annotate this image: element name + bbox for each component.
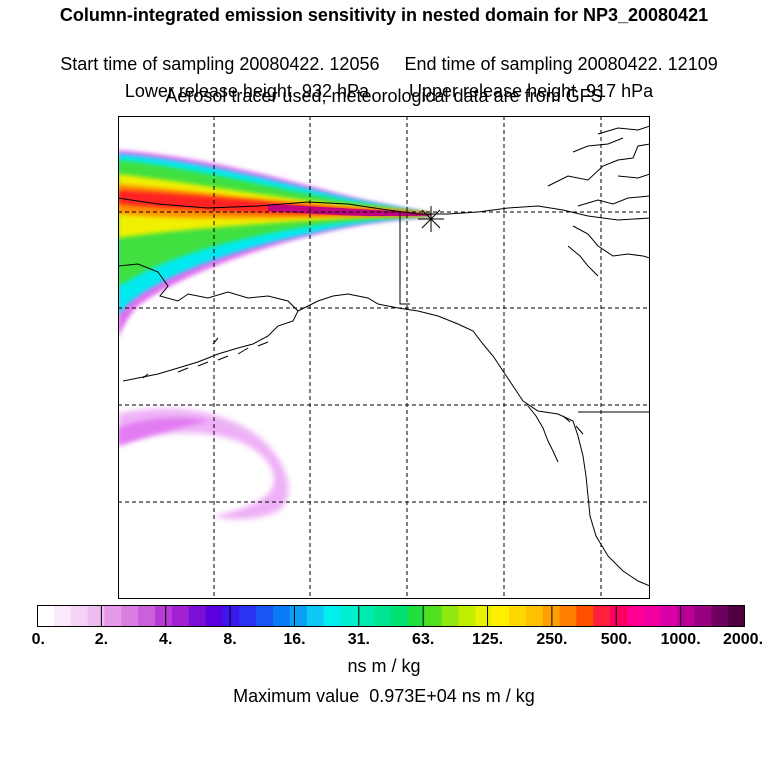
political-borders: [399, 212, 650, 413]
colorbar-cell: [407, 605, 426, 627]
colorbar-tick-label: 31.: [347, 631, 370, 648]
receptor-star-icon: [418, 206, 444, 232]
colorbar-cell: [239, 605, 257, 627]
colorbar-tick-label: 1000.: [660, 631, 701, 648]
colorbar-tick-label: 4.: [159, 631, 173, 648]
colorbar-cell: [711, 605, 729, 627]
colorbar-cell: [306, 605, 325, 627]
colorbar-cell: [188, 605, 207, 627]
colorbar-tick-label: 250.: [536, 631, 568, 648]
grid-lines: [118, 116, 650, 599]
sensitivity-map: [118, 116, 650, 599]
colorbar-tick-label: 2.: [94, 631, 109, 648]
coastline-hudson-bay: [567, 225, 650, 277]
colorbar-tick-label: 8.: [223, 631, 237, 648]
colorbar-cell: [340, 605, 358, 627]
colorbar-tick-label: 125.: [471, 631, 504, 648]
coastline-arctic-islands: [547, 125, 650, 207]
plume-core: [268, 204, 431, 216]
colorbar-cell: [87, 605, 106, 627]
colorbar-cell: [576, 605, 594, 627]
colorbar-cell: [660, 605, 679, 627]
colorbar-cell: [273, 605, 291, 627]
colorbar-cell: [509, 605, 527, 627]
colorbar-tick-labels: 0. 2. 4. 8. 16. 31. 63. 125. 250. 500. 1000. 2000.: [0, 631, 768, 653]
coastline-west-alaska: [118, 263, 299, 382]
colorbar-units-label: ns m / kg: [347, 656, 421, 676]
colorbar-cell: [677, 605, 696, 627]
colorbar-cell: [374, 605, 392, 627]
coastlines: [118, 125, 650, 587]
colorbar-cell: [155, 605, 173, 627]
start-time-label: Start time of sampling 20080422. 12056: [60, 54, 380, 74]
colorbar-cell: [70, 605, 89, 627]
colorbar-cell: [728, 605, 745, 627]
colorbar-cell: [643, 605, 662, 627]
colorbar-cell: [391, 605, 409, 627]
colorbar-cell: [289, 605, 308, 627]
lower-release-label: Lower release height 932 hPa: [124, 81, 369, 101]
colorbar-cell: [458, 605, 476, 627]
coastline-gulf-alaska: [297, 293, 650, 587]
plume-south-core: [118, 417, 208, 446]
colorbar-frame: [37, 605, 745, 627]
coastline-north-slope: [118, 197, 650, 221]
coastline-bc-islands: [527, 405, 584, 463]
colorbar-tick-label: 500.: [600, 631, 632, 648]
tracer-info-label: Aerosol tracer used, meteorological data…: [165, 86, 603, 106]
plume-south: [118, 408, 289, 520]
upper-release-label: Upper release height 917 hPa: [409, 81, 654, 101]
release-height-line: Lower release height 932 hPa Upper relea…: [0, 60, 768, 102]
colorbar-cell: [171, 605, 190, 627]
colorbar-cell: [205, 605, 224, 627]
emission-plume: [118, 150, 431, 520]
colorbar-cell: [559, 605, 578, 627]
colorbar-tick-label: 63.: [412, 631, 435, 648]
colorbar-tick-label: 16.: [283, 631, 306, 648]
colorbar-cell: [256, 605, 274, 627]
colorbar-cell: [357, 605, 375, 627]
colorbar-cell: [323, 605, 342, 627]
sampling-time-line: Start time of sampling 20080422. 12056 E…: [0, 33, 768, 75]
colorbar-cell: [593, 605, 611, 627]
colorbar-cell: [424, 605, 443, 627]
colorbar-cell: [121, 605, 139, 627]
colorbar-cells: [37, 605, 745, 627]
colorbar-cell: [37, 605, 55, 627]
colorbar-cell: [694, 605, 712, 627]
colorbar-cell: [525, 605, 544, 627]
end-time-label: End time of sampling 20080422. 12109: [404, 54, 718, 74]
plot-title: Column-integrated emission sensitivity i…: [59, 5, 709, 25]
colorbar-cell: [610, 605, 628, 627]
map-frame: [118, 116, 650, 599]
colorbar-tick-label: 0.: [31, 631, 46, 648]
maximum-value-label: Maximum value 0.973E+04 ns m / kg: [233, 686, 535, 706]
colorbar-cell: [441, 605, 460, 627]
colorbar-cell: [627, 605, 645, 627]
colorbar-separators: [100, 605, 682, 627]
colorbar-cell: [53, 605, 72, 627]
colorbar-cell: [222, 605, 240, 627]
colorbar-cell: [475, 605, 493, 627]
alaska-canada-border: [399, 212, 410, 305]
colorbar: [37, 605, 745, 627]
colorbar-cell: [492, 605, 510, 627]
aleutian-islands: [142, 337, 269, 379]
colorbar-cell: [104, 605, 122, 627]
colorbar-cell: [138, 605, 156, 627]
colorbar-tick-label: 2000.: [722, 631, 764, 648]
